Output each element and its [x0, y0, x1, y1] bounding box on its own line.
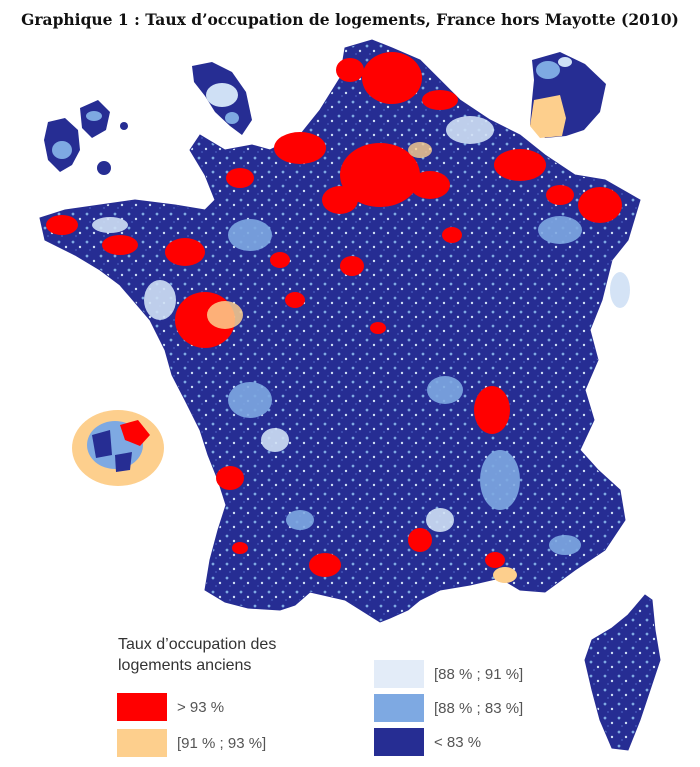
guyane-orange [530, 95, 566, 138]
light-areas [92, 116, 630, 555]
legend-label-very-high: > 93 % [177, 698, 225, 716]
legend-swatch-mid [374, 660, 424, 688]
guyane-light-2 [558, 57, 572, 67]
guadeloupe-islet [97, 161, 111, 175]
legend-swatch-very-high [117, 693, 167, 721]
martinique-light-2 [225, 112, 239, 124]
martinique-light [206, 83, 238, 107]
legend-label-low: [88 % ; 83 %] [434, 699, 524, 717]
medium-high-areas [207, 142, 517, 583]
corsica [584, 594, 661, 751]
legend-swatch-low [374, 694, 424, 722]
legend-item-mid: [88 % ; 91 %] [374, 660, 523, 688]
legend-item-very-low: < 83 % [374, 728, 481, 756]
reunion-dark-2 [115, 452, 132, 472]
legend-label-mid: [88 % ; 91 %] [434, 665, 524, 683]
legend-swatch-very-low [374, 728, 424, 756]
legend-label-very-low: < 83 % [434, 733, 482, 751]
guadeloupe-light-2 [86, 111, 102, 121]
legend-title-line2: logements anciens [118, 657, 252, 674]
legend-swatch-high [117, 729, 167, 757]
legend-title: Taux d’occupation des logements anciens [118, 634, 338, 676]
legend-item-high: [91 % ; 93 %] [117, 729, 266, 757]
reunion-dark [92, 430, 112, 458]
map-title: Graphique 1 : Taux d’occupation de logem… [21, 10, 679, 29]
guadeloupe-islet-2 [120, 122, 128, 130]
legend-label-high: [91 % ; 93 %] [177, 734, 267, 752]
guadeloupe-light [52, 141, 72, 159]
legend-item-low: [88 % ; 83 %] [374, 694, 523, 722]
legend-title-line1: Taux d’occupation des [118, 636, 277, 653]
legend-item-very-high: > 93 % [117, 693, 224, 721]
guyane-light [536, 61, 560, 79]
reunion-red [120, 420, 150, 446]
